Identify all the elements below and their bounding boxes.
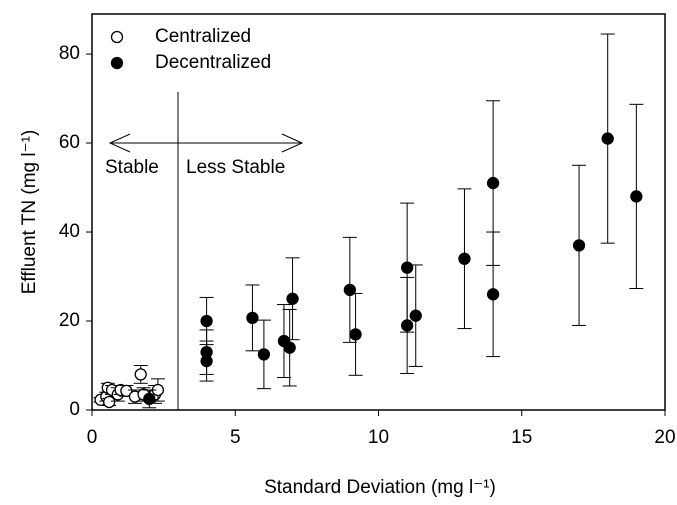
point: [286, 292, 299, 305]
point: [343, 283, 357, 297]
point: [246, 311, 259, 325]
point: [601, 132, 614, 145]
annotation: Stable: [105, 157, 159, 178]
point: [486, 176, 500, 190]
y-tick-label: 0: [69, 399, 80, 420]
x-tick-label: 0: [87, 427, 98, 448]
point: [486, 288, 500, 301]
point: [257, 348, 271, 361]
point: [143, 392, 156, 406]
point: [349, 328, 362, 341]
y-tick-label: 60: [59, 132, 80, 153]
legend-label: Decentralized: [155, 52, 271, 73]
point: [458, 252, 471, 265]
point: [103, 395, 116, 409]
point: [400, 261, 414, 274]
y-tick-label: 40: [59, 221, 80, 242]
legend-label: Centralized: [155, 26, 251, 47]
point: [572, 239, 586, 252]
point: [400, 319, 414, 332]
y-axis-label: Effluent TN (mg l⁻¹): [19, 130, 40, 295]
point: [630, 190, 643, 203]
x-axis-label: Standard Deviation (mg l⁻¹): [264, 477, 496, 498]
annotation: Less Stable: [186, 157, 285, 178]
y-tick-label: 20: [59, 310, 80, 331]
x-tick-label: 20: [654, 427, 675, 448]
point: [134, 368, 147, 381]
legend-marker: [110, 56, 124, 70]
legend-marker: [110, 30, 124, 44]
x-tick-label: 5: [230, 427, 241, 448]
point: [200, 354, 213, 368]
point: [120, 384, 133, 398]
y-tick-label: 80: [59, 43, 80, 64]
x-tick-label: 15: [511, 427, 532, 448]
point: [409, 309, 422, 322]
double-arrow: [108, 133, 304, 153]
point: [283, 341, 296, 354]
x-tick-label: 10: [368, 427, 389, 448]
point: [200, 314, 213, 328]
